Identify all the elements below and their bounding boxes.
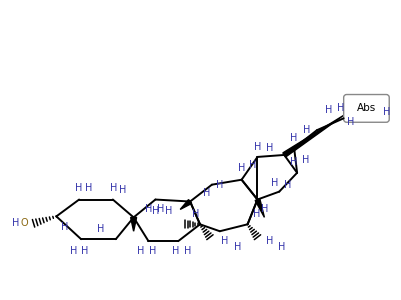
Text: H: H [75,183,83,193]
Polygon shape [255,199,264,218]
Text: H: H [265,236,272,246]
Text: H: H [303,125,310,135]
Text: H: H [203,188,210,198]
Text: H: H [248,160,255,170]
Text: H: H [346,117,353,127]
Text: H: H [260,204,267,214]
Text: H: H [221,236,228,246]
Text: H: H [277,242,284,252]
Text: H: H [156,204,164,214]
Text: H: H [69,246,77,256]
Text: H: H [216,180,223,190]
Text: H: H [265,143,272,153]
Text: H: H [85,183,93,193]
Text: H: H [270,178,277,188]
Text: H: H [302,155,309,165]
FancyBboxPatch shape [343,94,388,122]
Text: H: H [290,157,297,167]
Text: H: H [97,224,104,234]
Text: Abs: Abs [356,103,375,113]
Text: H: H [253,142,261,152]
Text: H: H [110,183,117,193]
Polygon shape [282,115,343,157]
Text: H: H [382,107,389,117]
Text: H: H [148,246,156,256]
Text: H: H [336,103,344,113]
Text: H: H [81,246,89,256]
Text: H: H [324,105,332,116]
Text: H: H [237,163,245,173]
Polygon shape [180,200,191,209]
Text: H: H [119,184,126,195]
Text: H: H [144,204,152,214]
Text: H: H [290,133,297,143]
Text: H: H [233,242,241,252]
Text: H: H [151,206,159,216]
Text: H: H [136,246,144,256]
Text: H: H [184,246,191,256]
Text: H: H [283,180,290,190]
Text: O: O [21,218,28,228]
Text: H: H [12,218,19,228]
Text: H: H [171,246,178,256]
Text: H: H [61,222,68,232]
Text: H: H [192,209,199,219]
Text: H: H [252,209,259,219]
Text: H: H [164,206,172,216]
Polygon shape [130,218,136,231]
